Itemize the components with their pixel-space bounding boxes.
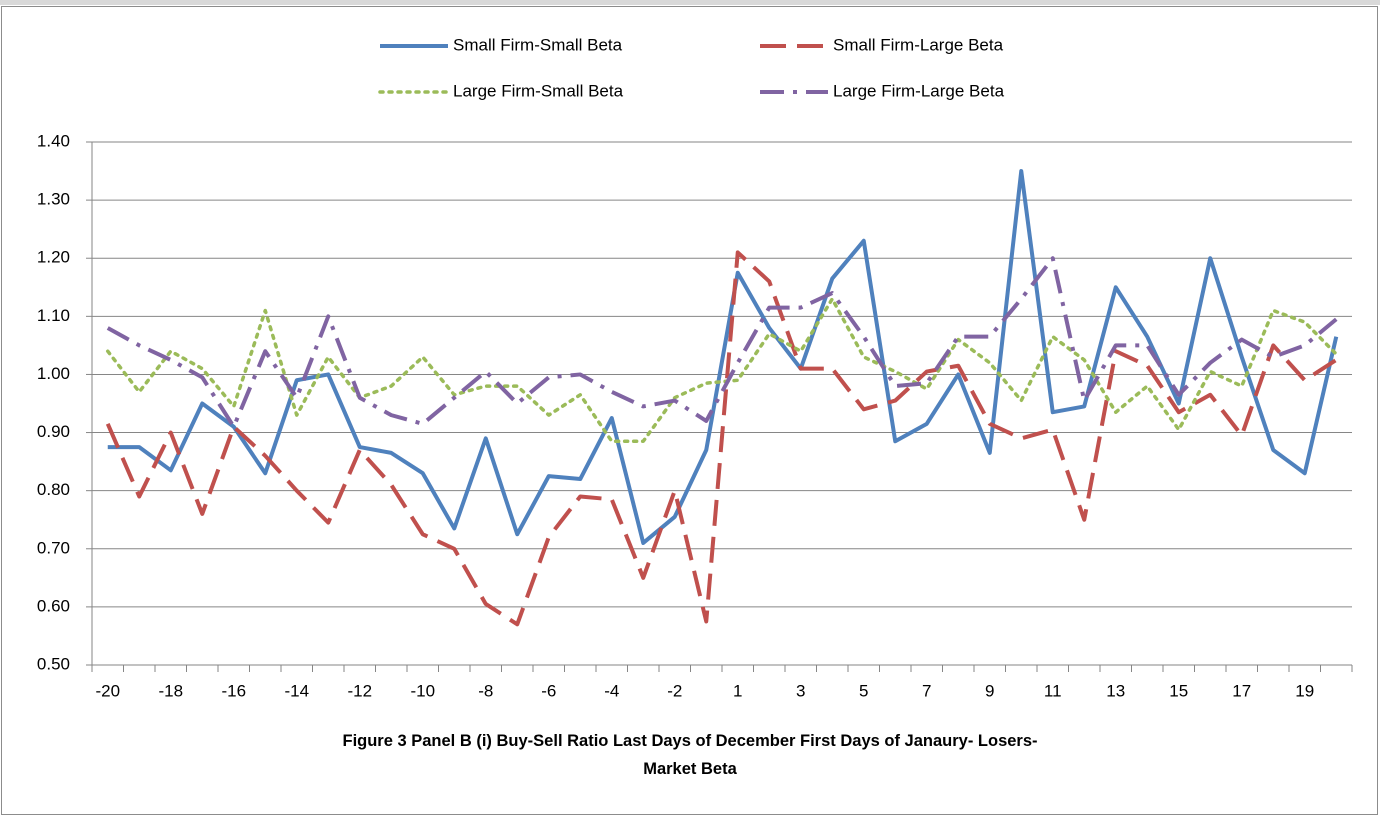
x-tick-label: 1 <box>733 681 742 700</box>
x-tick-label: -20 <box>95 681 120 700</box>
y-tick-label: 0.80 <box>37 480 70 499</box>
y-tick-label: 1.40 <box>37 131 70 150</box>
y-tick-label: 0.70 <box>37 538 70 557</box>
chart-title: Figure 3 Panel B (i) Buy-Sell Ratio Last… <box>342 732 1038 778</box>
legend-label: Large Firm-Large Beta <box>833 81 1005 100</box>
x-tick-label: -12 <box>347 681 372 700</box>
series-line <box>105 250 1338 627</box>
x-tick-label: 7 <box>922 681 931 700</box>
x-tick-label: 15 <box>1169 681 1188 700</box>
y-tick-label: 0.50 <box>37 654 70 673</box>
x-tick-label: -6 <box>541 681 556 700</box>
x-tick-label: -14 <box>284 681 309 700</box>
x-tick-label: -18 <box>158 681 183 700</box>
x-tick-label: 5 <box>859 681 868 700</box>
y-tick-label: 1.30 <box>37 190 70 209</box>
x-tick-label: -8 <box>478 681 493 700</box>
chart-frame <box>1 6 1378 815</box>
y-tick-label: 1.10 <box>37 306 70 325</box>
x-tick-label: 3 <box>796 681 805 700</box>
y-tick-label: 1.20 <box>37 248 70 267</box>
y-tick-label: 0.60 <box>37 596 70 615</box>
x-tick-label: -16 <box>221 681 246 700</box>
legend-label: Small Firm-Small Beta <box>453 35 623 54</box>
top-bar <box>0 0 1380 5</box>
x-tick-label: -2 <box>667 681 682 700</box>
series-line <box>107 169 1339 545</box>
x-tick-label: -4 <box>604 681 619 700</box>
x-tick-label: -10 <box>410 681 435 700</box>
x-tick-label: 13 <box>1106 681 1125 700</box>
y-tick-label: 0.90 <box>37 422 70 441</box>
x-tick-label: 9 <box>985 681 994 700</box>
y-tick-label: 1.00 <box>37 364 70 383</box>
x-tick-label: 11 <box>1044 681 1062 700</box>
legend-label: Small Firm-Large Beta <box>833 35 1004 54</box>
x-tick-label: 17 <box>1232 681 1251 700</box>
series-line <box>106 297 1338 444</box>
legend-label: Large Firm-Small Beta <box>453 81 624 100</box>
x-tick-label: 19 <box>1295 681 1314 700</box>
